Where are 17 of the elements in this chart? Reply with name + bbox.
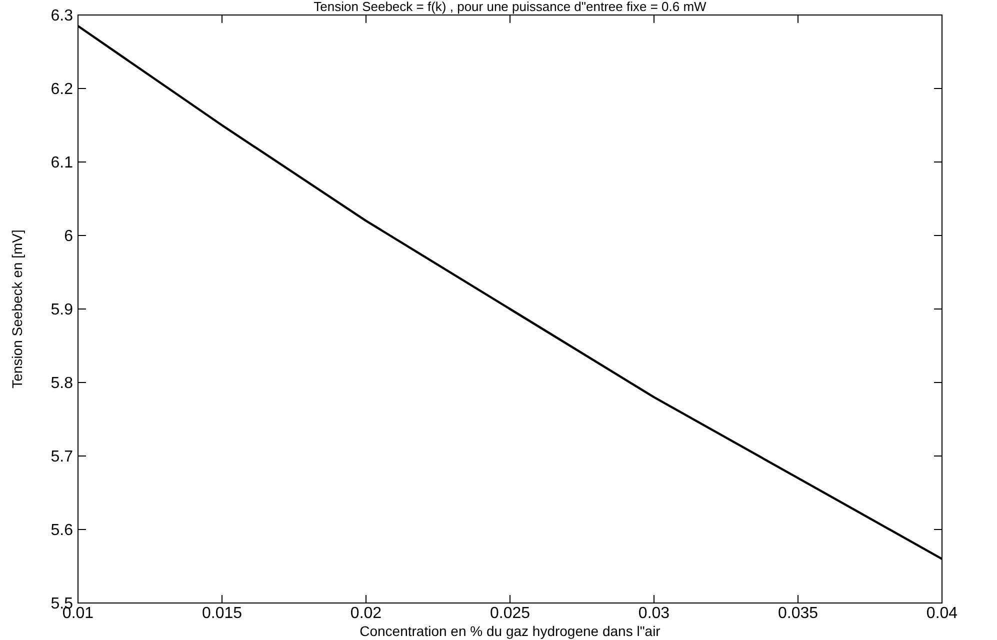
y-tick-label: 6.1 <box>50 154 74 172</box>
chart-title: Tension Seebeck = f(k) , pour une puissance d"entree fixe = 0.6 mW <box>314 0 708 14</box>
y-tick-label: 6.2 <box>50 81 74 98</box>
x-tick-label: 0.04 <box>926 605 958 622</box>
y-tick-label: 6.3 <box>50 8 74 25</box>
y-tick-label: 5.7 <box>50 448 74 466</box>
x-axis-title: Concentration en % du gaz hydrogene dans l"air <box>360 623 661 639</box>
x-tick-label: 0.035 <box>778 605 818 622</box>
y-tick-label: 5.9 <box>50 302 74 319</box>
y-axis-title: Tension Seebeck en [mV] <box>9 230 25 388</box>
y-tick-label: 5.8 <box>50 375 74 392</box>
y-tick-label: 6 <box>64 228 74 246</box>
y-tick-label: 5.6 <box>50 522 74 540</box>
x-tick-label: 0.015 <box>202 605 242 622</box>
x-tick-label: 0.03 <box>638 605 670 622</box>
x-tick-label: 0.025 <box>490 605 530 622</box>
x-tick-label: 0.02 <box>350 605 382 622</box>
